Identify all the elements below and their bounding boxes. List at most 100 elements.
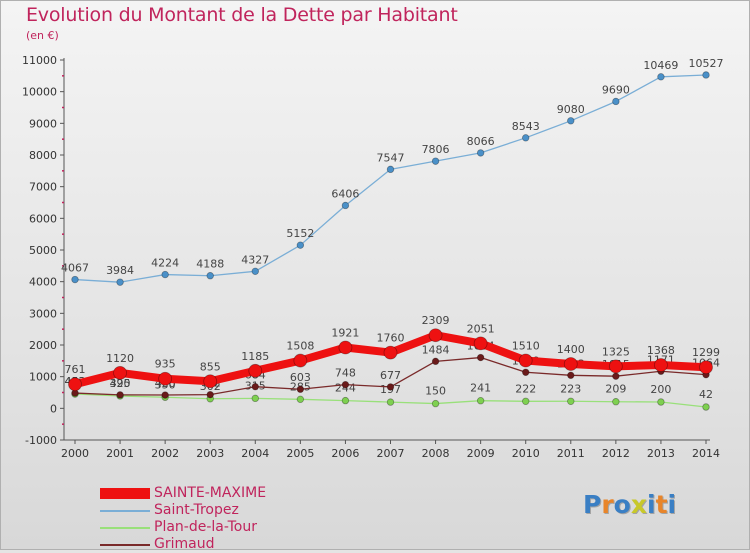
data-label-sainte-maxime: 1325 xyxy=(602,345,630,358)
data-label-plan-de-la-tour: 223 xyxy=(560,382,581,395)
data-label-saint-tropez: 4188 xyxy=(196,258,224,271)
data-point-saint-tropez xyxy=(71,275,79,284)
data-label-saint-tropez: 8066 xyxy=(467,135,495,148)
x-tick-label: 2005 xyxy=(286,447,314,460)
data-point-sainte-maxime xyxy=(338,340,353,355)
data-point-plan-de-la-tour xyxy=(702,403,710,411)
logo-letter: r xyxy=(601,490,614,519)
data-point-grimaud xyxy=(161,391,169,399)
data-point-plan-de-la-tour xyxy=(296,395,305,404)
data-label-plan-de-la-tour: 150 xyxy=(425,385,446,398)
data-label-plan-de-la-tour: 42 xyxy=(699,388,713,401)
proxiti-logo: Proxiti xyxy=(583,490,676,519)
data-label-saint-tropez: 7547 xyxy=(377,151,405,164)
x-tick-label: 2009 xyxy=(467,447,495,460)
data-label-saint-tropez: 10469 xyxy=(643,59,678,72)
legend-swatch-plan-de-la-tour xyxy=(100,527,150,529)
data-label-grimaud: 1484 xyxy=(422,343,450,356)
data-label-grimaud: 677 xyxy=(380,369,401,382)
y-tick-label: 9000 xyxy=(29,117,57,130)
data-point-sainte-maxime xyxy=(113,365,127,380)
legend-item-saint-tropez: Saint-Tropez xyxy=(100,502,360,519)
y-tick-label: 11000 xyxy=(22,54,57,67)
legend-label-grimaud: Grimaud xyxy=(154,536,215,552)
data-label-saint-tropez: 9080 xyxy=(557,103,585,116)
legend-swatch-sainte-maxime-bar xyxy=(100,488,150,499)
data-label-sainte-maxime: 935 xyxy=(155,358,176,371)
data-point-grimaud xyxy=(341,380,350,389)
legend-item-sainte-maxime: SAINTE-MAXIME xyxy=(100,485,360,502)
data-label-saint-tropez: 7806 xyxy=(422,143,450,156)
data-point-plan-de-la-tour xyxy=(612,398,620,406)
data-point-saint-tropez xyxy=(341,201,350,210)
data-label-saint-tropez: 3984 xyxy=(106,264,134,277)
chart-subtitle: (en €) xyxy=(26,29,59,42)
data-point-sainte-maxime xyxy=(68,377,82,392)
data-point-sainte-maxime xyxy=(248,363,263,378)
data-label-plan-de-la-tour: 390 xyxy=(110,377,131,390)
chart-title: Evolution du Montant de la Dette par Hab… xyxy=(26,4,458,26)
logo-letter: o xyxy=(613,490,631,519)
x-tick-label: 2003 xyxy=(196,447,224,460)
legend-swatch-grimaud-bar xyxy=(100,544,150,546)
x-tick-label: 2011 xyxy=(557,447,585,460)
x-tick-label: 2004 xyxy=(241,447,269,460)
data-point-grimaud xyxy=(206,390,214,399)
legend-label-plan-de-la-tour: Plan-de-la-Tour xyxy=(154,519,257,535)
y-tick-label: 1000 xyxy=(29,371,57,384)
y-tick-label: 5000 xyxy=(29,244,57,257)
data-label-saint-tropez: 4067 xyxy=(61,262,89,275)
data-point-sainte-maxime xyxy=(563,357,578,371)
data-label-saint-tropez: 6406 xyxy=(331,187,359,200)
x-tick-label: 2001 xyxy=(106,447,134,460)
logo-letter: i xyxy=(667,490,677,519)
data-label-sainte-maxime: 761 xyxy=(65,363,86,376)
data-point-saint-tropez xyxy=(161,270,169,279)
data-point-saint-tropez xyxy=(116,278,124,286)
data-label-grimaud: 603 xyxy=(290,371,311,384)
y-tick-label: 2000 xyxy=(29,339,57,352)
y-tick-label: 4000 xyxy=(29,276,57,289)
data-point-plan-de-la-tour xyxy=(341,396,350,405)
legend: SAINTE-MAXIME Saint-Tropez Plan-de-la-To… xyxy=(100,485,360,553)
x-tick-label: 2000 xyxy=(61,447,89,460)
data-point-plan-de-la-tour xyxy=(386,398,395,406)
legend-swatch-saint-tropez-bar xyxy=(100,510,150,512)
data-label-sainte-maxime: 1508 xyxy=(286,340,314,353)
data-point-saint-tropez xyxy=(522,134,530,142)
x-tick-label: 2013 xyxy=(647,447,675,460)
data-label-saint-tropez: 10527 xyxy=(689,57,724,70)
y-tick-label: 0 xyxy=(50,402,57,415)
data-point-grimaud xyxy=(431,357,440,366)
data-label-saint-tropez: 9690 xyxy=(602,83,630,96)
data-point-sainte-maxime xyxy=(699,360,713,375)
data-label-plan-de-la-tour: 200 xyxy=(650,383,671,396)
data-label-sainte-maxime: 1120 xyxy=(106,352,134,365)
series-line-saint-tropez xyxy=(74,74,707,283)
y-tick-label: 6000 xyxy=(29,212,57,225)
data-point-plan-de-la-tour xyxy=(476,397,485,405)
data-label-sainte-maxime: 1400 xyxy=(557,343,585,356)
legend-item-plan-de-la-tour: Plan-de-la-Tour xyxy=(100,519,360,536)
data-point-sainte-maxime xyxy=(428,328,443,343)
data-point-grimaud xyxy=(567,371,575,380)
x-tick-label: 2007 xyxy=(377,447,405,460)
x-tick-label: 2010 xyxy=(512,447,540,460)
data-label-saint-tropez: 4327 xyxy=(241,253,269,266)
data-point-sainte-maxime xyxy=(518,353,533,368)
data-point-saint-tropez xyxy=(702,71,710,79)
data-point-sainte-maxime xyxy=(383,345,398,360)
y-tick-label: -1000 xyxy=(25,434,57,447)
data-label-saint-tropez: 5152 xyxy=(286,227,314,240)
data-label-grimaud: 748 xyxy=(335,367,356,380)
data-point-plan-de-la-tour xyxy=(522,397,530,406)
data-point-sainte-maxime xyxy=(203,374,218,389)
legend-swatch-plan-de-la-tour-bar xyxy=(100,527,150,529)
data-label-sainte-maxime: 1368 xyxy=(647,344,675,357)
data-point-plan-de-la-tour xyxy=(567,397,575,405)
data-point-saint-tropez xyxy=(567,117,575,125)
data-point-sainte-maxime xyxy=(158,371,173,386)
data-point-saint-tropez xyxy=(251,267,259,276)
logo-letter: i xyxy=(647,490,656,519)
